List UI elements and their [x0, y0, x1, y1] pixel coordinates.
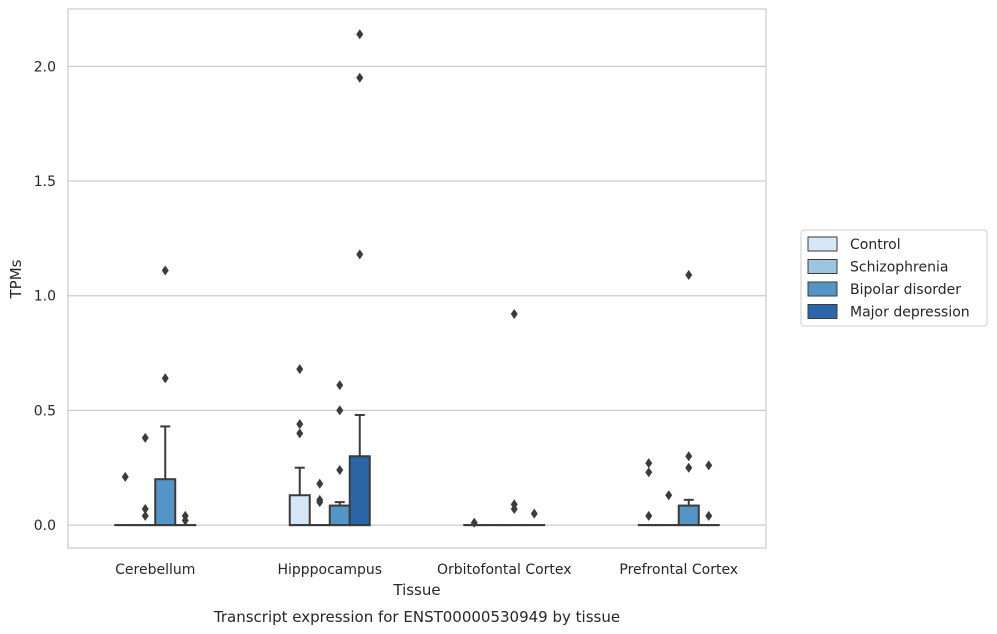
- outlier-point: [141, 510, 149, 521]
- outlier-point: [705, 510, 713, 521]
- x-axis-label: Tissue: [392, 581, 440, 599]
- outlier-point: [161, 373, 169, 384]
- outlier-point: [336, 380, 344, 391]
- box: [348, 455, 371, 527]
- outlier-point: [181, 510, 189, 521]
- legend-frame: [800, 229, 988, 327]
- box-group: [328, 380, 351, 527]
- box-group: [637, 458, 660, 527]
- box-group: [523, 508, 546, 527]
- outlier-point: [645, 467, 653, 478]
- figure-caption: Transcript expression for ENST0000053094…: [213, 608, 620, 626]
- outlier-point: [645, 458, 653, 469]
- outlier-point: [161, 265, 169, 276]
- x-tick-label: Cerebellum: [115, 562, 195, 578]
- outlier-point: [336, 465, 344, 476]
- box-group: [308, 478, 331, 527]
- box-group: [174, 510, 197, 527]
- outlier-point: [356, 29, 364, 40]
- outlier-point: [705, 460, 713, 471]
- gridlines: [68, 65, 766, 526]
- legend-swatch: [807, 281, 838, 297]
- y-tick-label: 1.5: [34, 174, 56, 190]
- outlier-point: [141, 432, 149, 443]
- box-group: [114, 471, 137, 527]
- outlier-point: [645, 510, 653, 521]
- box-group: [657, 490, 680, 527]
- x-tick-label: Orbitofontal Cortex: [437, 562, 572, 578]
- plot-area-frame: [67, 8, 767, 549]
- y-tick-label: 0.0: [34, 518, 56, 534]
- outlier-point: [316, 478, 324, 489]
- y-axis-label: TPMs: [7, 259, 25, 299]
- outlier-point: [530, 508, 538, 519]
- outlier-point: [470, 517, 478, 528]
- box-group: [697, 460, 720, 527]
- box: [288, 494, 311, 527]
- box-group: [677, 270, 700, 527]
- y-tick-label: 2.0: [34, 59, 56, 75]
- box-group: [288, 364, 311, 527]
- outlier-point: [336, 405, 344, 416]
- outlier-point: [685, 270, 693, 281]
- y-axis-ticks: 0.0 0.5 1.0 1.5 2.0: [34, 59, 56, 534]
- box-group: [503, 309, 526, 527]
- legend-swatch: [807, 259, 838, 274]
- x-tick-label: Hipppocampus: [277, 562, 382, 578]
- outlier-point: [121, 471, 129, 482]
- y-tick-label: 1.0: [34, 289, 56, 305]
- outlier-point: [685, 462, 693, 473]
- box: [328, 504, 351, 527]
- legend-label: Bipolar disorder: [850, 282, 961, 298]
- outlier-point: [510, 309, 518, 320]
- outlier-point: [296, 428, 304, 439]
- outlier-point: [316, 494, 324, 505]
- box-group: [154, 265, 177, 527]
- box-group: [348, 29, 371, 527]
- outlier-point: [665, 490, 673, 501]
- legend: Control Schizophrenia Bipolar disorder Majo…: [800, 229, 988, 327]
- box: [677, 504, 700, 527]
- legend-swatch: [807, 304, 838, 319]
- legend-swatch: [807, 236, 838, 252]
- outlier-point: [356, 249, 364, 260]
- box: [154, 478, 177, 527]
- box-plot-marks: [114, 29, 720, 528]
- box-group: [134, 432, 157, 527]
- y-tick-label: 0.5: [34, 403, 56, 419]
- legend-label: Control: [850, 237, 901, 253]
- x-axis-ticks: Cerebellum Hipppocampus Orbitofontal Corte…: [115, 562, 738, 578]
- outlier-point: [141, 504, 149, 515]
- outlier-point: [296, 364, 304, 375]
- outlier-point: [685, 451, 693, 462]
- legend-label: Major depression: [850, 305, 970, 321]
- outlier-point: [296, 419, 304, 430]
- outlier-point: [356, 72, 364, 83]
- legend-label: Schizophrenia: [850, 260, 948, 276]
- box-group: [463, 517, 486, 528]
- x-tick-label: Prefrontal Cortex: [619, 562, 738, 578]
- outlier-point: [510, 499, 518, 510]
